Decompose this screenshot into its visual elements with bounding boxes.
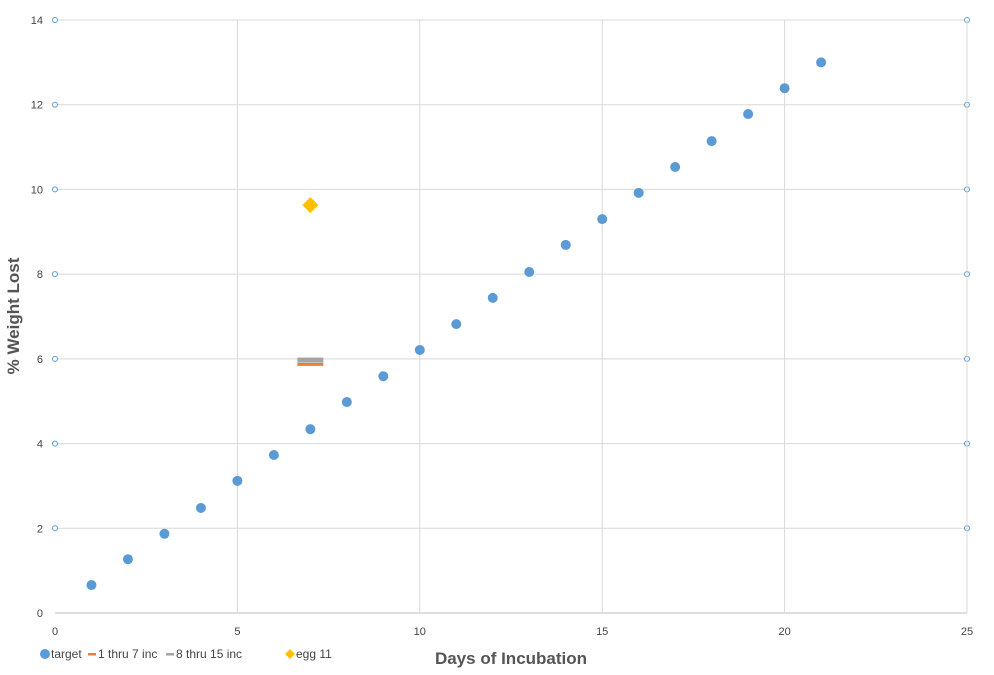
data-point-target [378,371,389,382]
tick-labels: 0 2 4 6 8 10 12 14 0 5 10 15 20 25 [31,15,973,638]
x-tick-label: 15 [596,626,608,638]
data-point-target [341,397,352,408]
data-point-target [122,554,133,565]
x-tick-label: 0 [52,626,58,638]
left-axis-marker [52,355,58,362]
data-point-1-thru-7-inc [297,362,324,366]
left-axis-marker [52,186,58,193]
left-axis-marker [52,271,58,278]
data-point-target [414,344,425,355]
y-axis-title: % Weight Lost [4,257,23,374]
y-tick-label: 6 [37,354,43,366]
data-point-target [86,580,97,591]
legend-label: egg 11 [296,647,332,661]
data-point-target [305,424,316,435]
data-point-target [451,319,462,330]
legend-label: target [51,647,82,661]
data-point-target [816,57,827,68]
data-point-target [743,109,754,120]
x-axis-title: Days of Incubation [435,649,587,668]
data-point-8-thru-15-inc [297,357,324,363]
y-tick-label: 0 [37,608,43,620]
data-point-target [268,450,279,461]
left-axis-marker [52,525,58,532]
y-tick-label: 4 [37,439,43,451]
legend-marker-circle [40,649,50,659]
gridlines [52,17,970,614]
data-point-target [524,267,535,278]
y-tick-label: 10 [31,184,43,196]
legend-label: 1 thru 7 inc [98,647,157,661]
data-point-target [597,214,608,225]
y-tick-label: 8 [37,269,43,281]
y-tick-label: 2 [37,523,43,535]
data-points [86,57,827,591]
legend-label: 8 thru 15 inc [176,647,242,661]
left-axis-marker [52,440,58,447]
left-axis-marker [52,17,58,23]
data-point-target [560,239,571,250]
x-tick-label: 10 [414,626,426,638]
data-point-egg-11 [302,197,319,214]
data-point-target [670,161,681,172]
legend-marker-dash [166,653,174,656]
data-point-target [487,292,498,303]
data-point-target [633,187,644,198]
y-tick-label: 12 [31,100,43,112]
data-point-target [159,528,170,539]
left-axis-marker [52,101,58,108]
data-point-target [195,502,206,513]
y-tick-label: 14 [31,15,43,27]
x-tick-label: 25 [961,626,973,638]
legend: target 1 thru 7 inc 8 thru 15 inc egg 11 [40,647,332,661]
x-tick-label: 20 [778,626,790,638]
x-tick-label: 5 [234,626,240,638]
legend-marker-diamond [285,649,295,659]
data-point-target [779,83,790,94]
data-point-target [232,475,243,486]
data-point-target [706,136,717,147]
legend-marker-dash [88,653,96,656]
